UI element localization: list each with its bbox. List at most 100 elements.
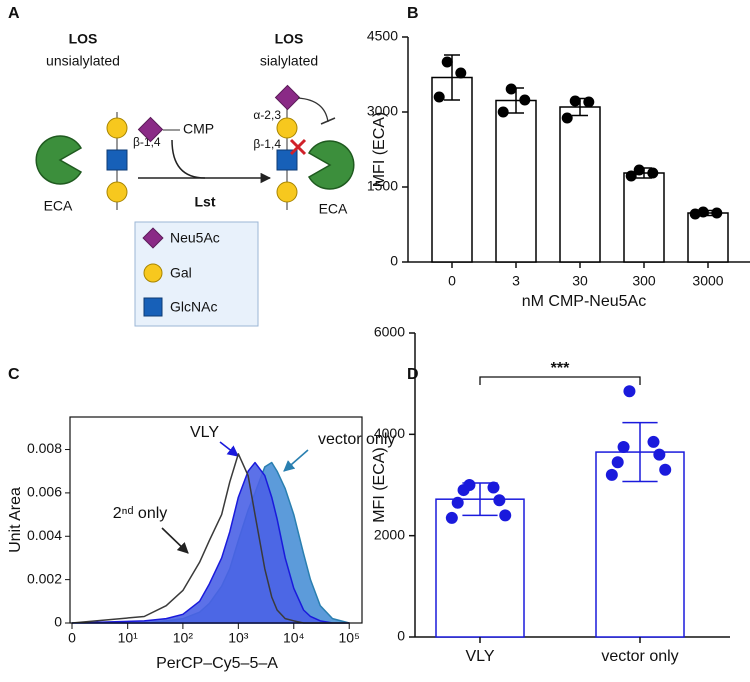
x-tick-label: 300 bbox=[632, 273, 656, 289]
diagram-title: LOS bbox=[275, 31, 304, 47]
significance-label: *** bbox=[551, 360, 570, 377]
data-point bbox=[505, 83, 517, 95]
gal-icon bbox=[276, 181, 298, 203]
x-tick-label: 10⁵ bbox=[339, 630, 360, 646]
data-point bbox=[617, 441, 630, 453]
x-axis-label: PerCP–Cy5–5–A bbox=[156, 655, 278, 672]
annotation-arrow bbox=[219, 441, 239, 457]
bar bbox=[431, 76, 473, 263]
series-label: VLY bbox=[190, 424, 219, 441]
block-mark bbox=[289, 138, 307, 156]
data-point bbox=[493, 494, 506, 507]
data-point bbox=[605, 468, 618, 481]
data-point bbox=[569, 95, 581, 107]
neu5ac-icon bbox=[142, 227, 164, 249]
data-point bbox=[711, 207, 723, 219]
lectin-icon bbox=[35, 135, 83, 185]
diagram-subtitle: sialylated bbox=[260, 53, 318, 69]
bar bbox=[559, 106, 601, 263]
y-axis-label: MFI (ECA) bbox=[371, 112, 388, 188]
significance-bracket bbox=[479, 376, 641, 385]
y-tick-label: 0.004 bbox=[27, 527, 62, 543]
histogram-curve bbox=[71, 461, 350, 624]
reaction-curve bbox=[171, 139, 206, 179]
data-point bbox=[653, 448, 666, 461]
legend-label: Neu5Ac bbox=[170, 230, 220, 246]
y-tick-label: 0.008 bbox=[27, 440, 62, 456]
data-point bbox=[457, 484, 470, 497]
data-point bbox=[647, 435, 660, 448]
lectin-label: ECA bbox=[44, 198, 73, 214]
data-point bbox=[445, 511, 458, 524]
inhibition-line bbox=[297, 97, 329, 123]
y-tick-label: 0.006 bbox=[27, 484, 62, 500]
panel-label: B bbox=[407, 5, 419, 22]
data-point bbox=[433, 91, 445, 103]
y-tick-label: 4000 bbox=[374, 425, 405, 441]
y-tick-label: 1500 bbox=[367, 178, 398, 194]
neu5ac-icon bbox=[137, 116, 164, 143]
panel-label: C bbox=[8, 366, 20, 383]
annotation-arrow bbox=[283, 449, 309, 472]
series-label: 2ⁿᵈ only bbox=[113, 505, 168, 522]
x-tick-label: 0 bbox=[448, 273, 456, 289]
data-point bbox=[499, 509, 512, 522]
glcnac-icon bbox=[106, 149, 128, 171]
x-tick-label: 10³ bbox=[228, 630, 249, 646]
linkage-label: α-2,3 bbox=[253, 108, 281, 122]
data-point bbox=[623, 385, 636, 398]
x-tick-label: VLY bbox=[465, 648, 494, 665]
neu5ac-icon bbox=[274, 84, 301, 111]
x-tick-label: 3 bbox=[512, 273, 520, 289]
x-tick-label: vector only bbox=[601, 648, 678, 665]
linkage-label: β-1,4 bbox=[253, 137, 281, 151]
data-point bbox=[611, 456, 624, 469]
y-axis-label: MFI (ECA) bbox=[371, 447, 388, 523]
gal-icon bbox=[106, 117, 128, 139]
data-point bbox=[497, 106, 509, 118]
y-tick-label: 0 bbox=[54, 614, 62, 630]
gal-icon bbox=[106, 181, 128, 203]
x-tick-label: 30 bbox=[572, 273, 588, 289]
x-tick-label: 10² bbox=[173, 630, 194, 646]
data-point bbox=[441, 56, 453, 68]
x-tick-label: 3000 bbox=[692, 273, 723, 289]
glcnac-icon bbox=[143, 297, 163, 317]
panel-label: A bbox=[8, 5, 20, 22]
donor-label: CMP bbox=[183, 121, 214, 137]
x-tick-label: 10¹ bbox=[118, 630, 139, 646]
data-point bbox=[487, 481, 500, 494]
inhibition-bar bbox=[320, 117, 336, 125]
diagram-subtitle: unsialylated bbox=[46, 53, 120, 69]
bar bbox=[687, 212, 729, 263]
bar bbox=[495, 99, 537, 263]
data-point bbox=[647, 167, 659, 179]
legend-label: GlcNAc bbox=[170, 299, 217, 315]
x-tick-label: 10⁴ bbox=[283, 630, 305, 646]
x-tick-label: 0 bbox=[68, 630, 76, 646]
y-tick-label: 2000 bbox=[374, 526, 405, 542]
data-point bbox=[451, 496, 464, 509]
series-label: vector only bbox=[318, 431, 395, 448]
gal-icon bbox=[276, 117, 298, 139]
annotation-arrow bbox=[161, 527, 189, 554]
y-axis-label: Unit Area bbox=[7, 487, 24, 553]
y-tick-label: 3000 bbox=[367, 103, 398, 119]
glcnac-icon bbox=[276, 149, 298, 171]
y-tick-label: 0.002 bbox=[27, 570, 62, 586]
x-axis-label: nM CMP-Neu5Ac bbox=[522, 293, 646, 310]
legend-label: Gal bbox=[170, 265, 192, 281]
data-point bbox=[561, 112, 573, 124]
lectin-icon bbox=[307, 140, 355, 190]
lectin-label: ECA bbox=[319, 201, 348, 217]
plot-frame bbox=[69, 416, 363, 624]
data-point bbox=[633, 164, 645, 176]
data-point bbox=[455, 67, 467, 79]
y-tick-label: 6000 bbox=[374, 324, 405, 340]
panel-a: A LOS unsialylated LOS sialylated ECA β-… bbox=[8, 5, 355, 327]
data-point bbox=[519, 94, 531, 106]
panel-label: D bbox=[407, 366, 419, 383]
enzyme-label: Lst bbox=[195, 194, 216, 210]
data-point bbox=[583, 96, 595, 108]
